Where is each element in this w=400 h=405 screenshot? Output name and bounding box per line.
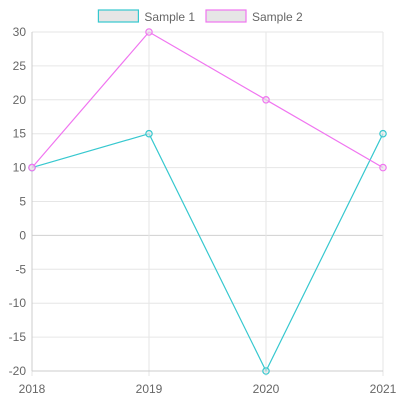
data-point — [145, 129, 153, 138]
axes — [31, 32, 383, 372]
x-tick-label: 2019 — [136, 382, 163, 396]
legend[interactable]: Sample 1 Sample 2 — [97, 9, 303, 24]
legend-label: Sample 2 — [252, 10, 303, 24]
series — [28, 28, 387, 375]
tick-labels: 30 25 20 15 10 5 0 -5 -10 -15 -20 2018 2019 2020 2021 — [9, 25, 397, 396]
y-tick-label: 5 — [19, 195, 26, 209]
legend-item[interactable]: Sample 1 — [97, 9, 195, 24]
y-tick-label: -5 — [15, 262, 26, 276]
x-tick-label: 2018 — [19, 382, 46, 396]
legend-swatch — [205, 9, 247, 23]
series-line — [31, 31, 384, 169]
y-tick-label: 20 — [13, 93, 27, 107]
legend-item[interactable]: Sample 2 — [205, 9, 303, 24]
y-tick-label: -20 — [9, 364, 27, 378]
grid — [31, 31, 384, 376]
data-point — [145, 28, 153, 36]
legend-swatch — [97, 9, 140, 23]
data-point — [379, 163, 387, 172]
x-tick-label: 2021 — [370, 382, 397, 396]
y-tick-label: 10 — [13, 161, 27, 175]
series-line — [31, 132, 384, 373]
y-tick-label: -15 — [9, 330, 27, 344]
y-tick-label: -10 — [9, 296, 27, 310]
legend-label: Sample 1 — [144, 10, 195, 24]
y-tick-label: 0 — [19, 228, 26, 242]
data-point — [262, 96, 270, 104]
data-point — [28, 163, 36, 172]
y-tick-label: 15 — [13, 127, 27, 141]
data-point — [379, 129, 387, 138]
y-tick-label: 25 — [13, 59, 27, 73]
data-point — [262, 367, 270, 375]
y-tick-label: 30 — [13, 25, 27, 39]
x-tick-label: 2020 — [253, 382, 280, 396]
